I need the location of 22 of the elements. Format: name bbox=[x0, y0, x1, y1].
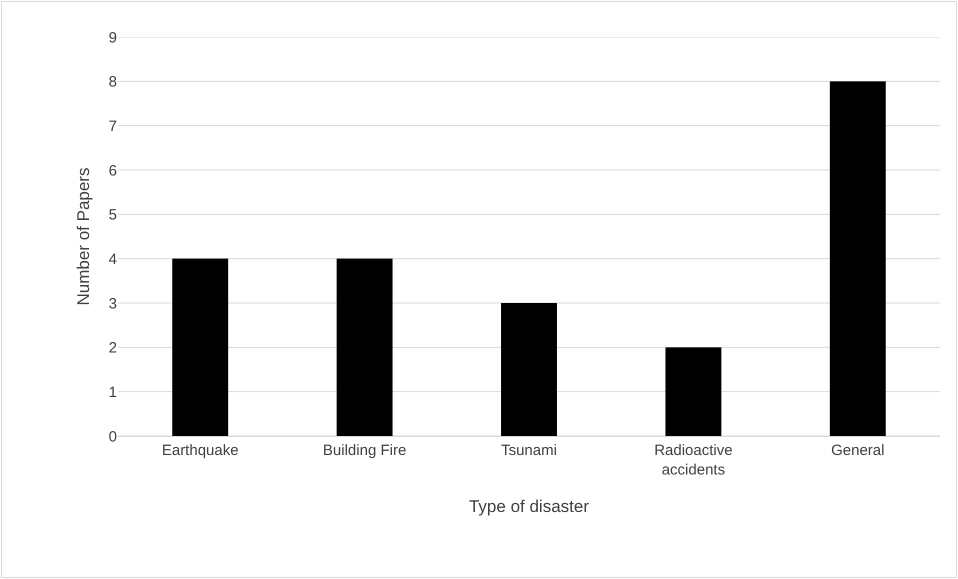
bar bbox=[501, 303, 557, 436]
bar bbox=[830, 81, 886, 436]
y-axis-title: Number of Papers bbox=[74, 168, 94, 306]
y-tick-label: 3 bbox=[108, 295, 117, 312]
y-tick-label: 2 bbox=[108, 340, 117, 357]
y-tick-label: 9 bbox=[108, 29, 117, 46]
y-tick-label: 6 bbox=[108, 162, 117, 180]
y-tick-label: 0 bbox=[108, 428, 117, 446]
y-tick-label: 1 bbox=[108, 384, 117, 401]
y-tick-label: 5 bbox=[108, 206, 117, 224]
bar bbox=[336, 258, 393, 436]
x-tick-label: Radioactive accidents bbox=[654, 442, 733, 478]
x-tick-label: Tsunami bbox=[501, 442, 557, 459]
y-tick-label: 8 bbox=[108, 74, 117, 91]
bar bbox=[172, 258, 228, 436]
bar bbox=[665, 347, 722, 436]
y-tick-label: 4 bbox=[108, 250, 117, 268]
x-tick-label: General bbox=[831, 442, 884, 459]
x-tick-label: Earthquake bbox=[162, 442, 239, 459]
x-axis-title: Type of disaster bbox=[468, 496, 590, 516]
y-tick-label: 7 bbox=[108, 118, 117, 135]
x-tick-label: Building Fire bbox=[322, 442, 406, 459]
